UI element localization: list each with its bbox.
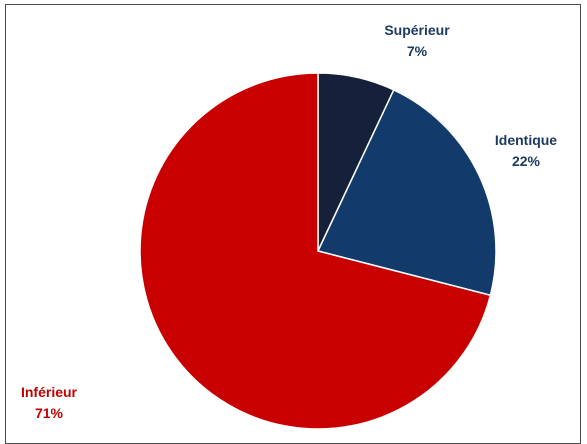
slice-label-inferieur-name: Inférieur [21,384,78,400]
pie-labels: Supérieur 7% Identique 22% Inférieur 71% [21,22,557,421]
slice-label-superieur-name: Supérieur [384,22,450,38]
slice-label-identique-value: 22% [512,153,541,169]
pie-slice-inferieur [139,72,492,430]
pie-slice-identique [316,88,497,297]
slice-label-superieur-value: 7% [407,43,428,59]
slice-label-inferieur-value: 71% [35,405,64,421]
pie-chart: Supérieur 7% Identique 22% Inférieur 71% [21,22,557,430]
slice-label-identique-name: Identique [495,132,557,148]
pie-slices [139,72,497,430]
